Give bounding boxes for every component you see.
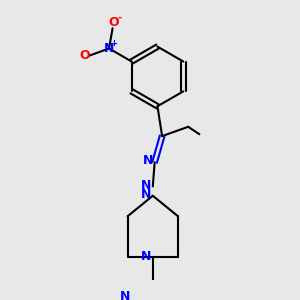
Text: O: O — [108, 16, 119, 29]
Text: N: N — [141, 179, 152, 192]
Text: O: O — [80, 49, 90, 62]
Text: +: + — [110, 39, 117, 48]
Text: N: N — [120, 290, 131, 300]
Text: N: N — [143, 154, 153, 167]
Text: N: N — [104, 42, 114, 55]
Text: N: N — [141, 188, 152, 201]
Text: -: - — [117, 13, 121, 23]
Text: N: N — [141, 250, 152, 263]
